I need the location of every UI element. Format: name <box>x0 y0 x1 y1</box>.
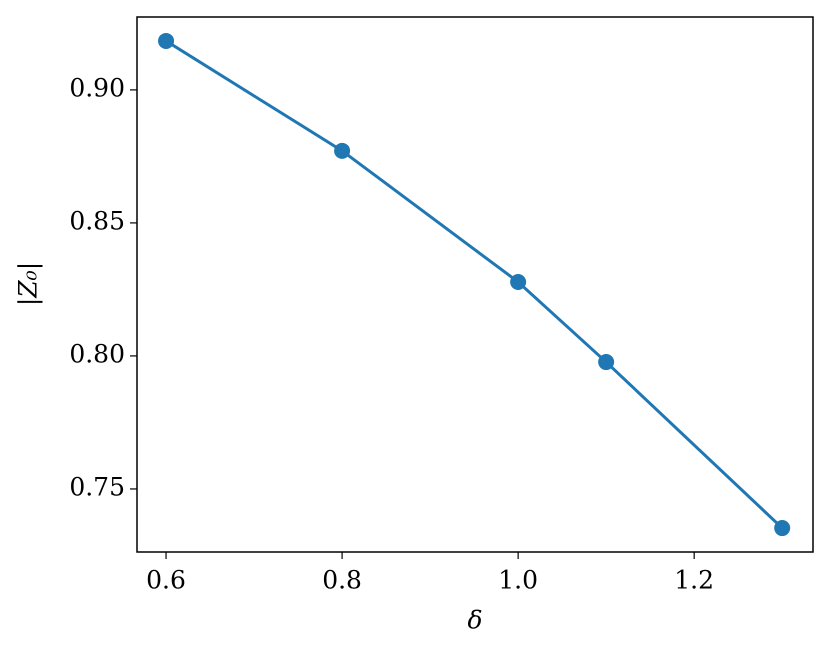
y-tick-label: 0.85 <box>69 206 125 235</box>
point <box>774 520 791 537</box>
series-line <box>165 39 784 530</box>
x-axis-label: δ <box>467 606 482 635</box>
point <box>598 354 615 371</box>
point <box>158 32 175 49</box>
point <box>334 142 351 159</box>
plot-frame <box>136 16 814 553</box>
y-tick-label: 0.90 <box>69 73 125 102</box>
y-axis-label: |Z₀| <box>14 262 44 306</box>
x-tick-label: 0.8 <box>322 566 362 595</box>
y-tick-label: 0.75 <box>69 472 125 501</box>
x-tick-label: 1.2 <box>674 566 714 595</box>
x-tick-label: 1.0 <box>498 566 538 595</box>
point <box>510 273 527 290</box>
x-tick-label: 0.6 <box>146 566 186 595</box>
y-tick-label: 0.80 <box>69 339 125 368</box>
